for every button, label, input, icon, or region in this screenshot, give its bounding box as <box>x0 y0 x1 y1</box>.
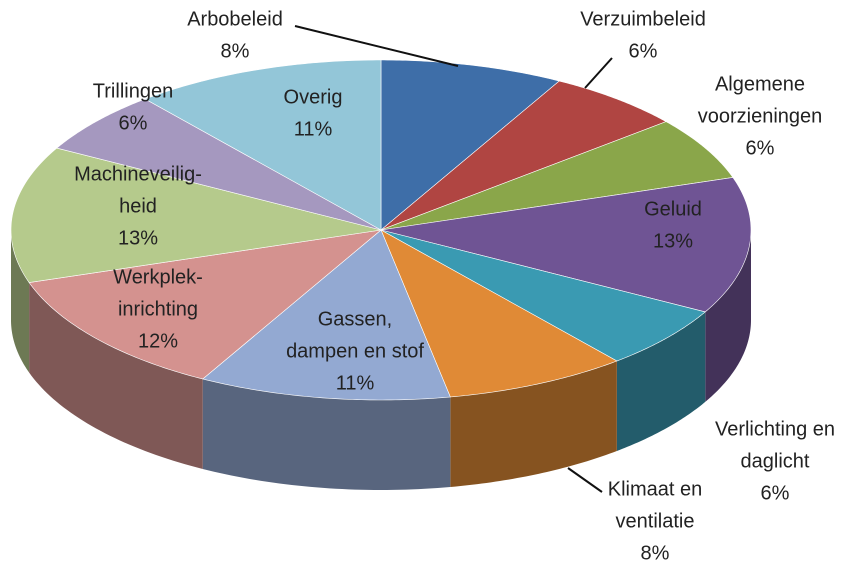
value-label: 8% <box>221 40 250 62</box>
value-label: 13% <box>118 227 158 249</box>
pie-slice <box>380 80 667 231</box>
pie-slice <box>380 59 560 231</box>
category-label: Klimaat en <box>608 478 703 500</box>
pie-slice <box>202 229 451 401</box>
value-label: 6% <box>761 482 790 504</box>
pie-slice <box>56 98 382 231</box>
pie-slice <box>28 229 383 380</box>
value-label: 11% <box>294 118 333 140</box>
pie-slice <box>380 229 706 362</box>
pie-slice <box>380 229 618 398</box>
value-label: 6% <box>629 40 658 62</box>
category-label: Overig <box>284 86 343 108</box>
leader-line <box>567 467 603 493</box>
category-label: Algemene <box>715 73 805 95</box>
category-label: daglicht <box>741 450 810 472</box>
category-label: Verlichting en <box>715 418 835 440</box>
category-label: inrichting <box>118 298 198 320</box>
value-label: 8% <box>641 542 670 563</box>
value-label: 6% <box>119 112 148 134</box>
category-label: Verzuimbeleid <box>580 8 706 30</box>
category-label: Werkplek- <box>113 266 203 288</box>
category-label: heid <box>119 195 157 217</box>
pie-slice <box>380 121 734 231</box>
category-label: Gassen, <box>318 308 392 330</box>
category-label: Arbobeleid <box>187 8 283 30</box>
category-label: Trillingen <box>93 80 173 102</box>
value-label: 11% <box>336 372 375 394</box>
pie-side <box>450 360 617 487</box>
pie-side <box>616 311 706 451</box>
pie-slice <box>144 59 382 231</box>
category-label: voorzieningen <box>698 105 823 127</box>
pie-side <box>29 282 203 469</box>
category-label: Geluid <box>644 198 702 220</box>
pie-slice <box>10 147 382 283</box>
value-label: 13% <box>653 230 693 252</box>
category-label: ventilatie <box>616 510 695 532</box>
pie-side <box>202 378 451 490</box>
category-label: dampen en stof <box>286 340 424 362</box>
value-label: 6% <box>746 137 775 159</box>
leader-line <box>294 25 459 67</box>
value-label: 12% <box>138 330 178 352</box>
pie-side <box>705 230 751 402</box>
category-label: Machineveilig- <box>74 163 202 185</box>
pie-slice <box>380 177 752 313</box>
leader-line <box>584 57 613 89</box>
pie-side <box>11 230 30 373</box>
